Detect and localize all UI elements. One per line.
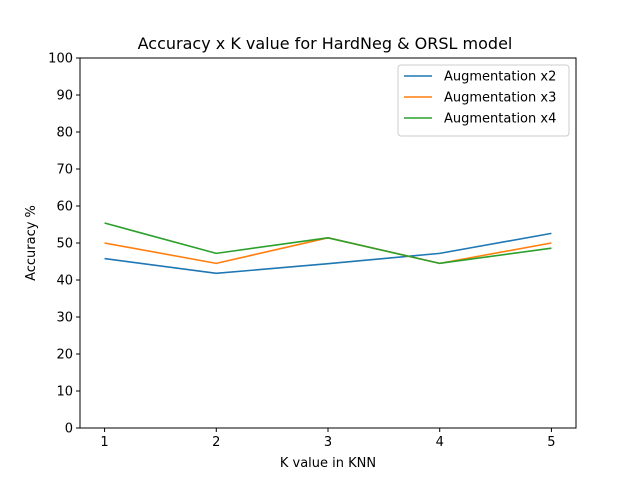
x-tick-label: 2 [212,435,220,450]
series-line-1 [104,232,552,275]
legend-frame [397,64,570,137]
y-tick-label: 10 [56,385,73,400]
series-lines [104,222,552,275]
y-tick-label: 60 [56,200,73,215]
legend: Augmentation x2 Augmentation x3 Augmentati… [397,64,570,137]
x-axis-label: K value in KNN [280,456,376,471]
y-tick-label: 80 [56,126,73,141]
y-axis: 0 10 20 30 40 50 60 70 80 90 100 [48,52,80,437]
y-tick-label: 20 [56,348,73,363]
x-tick-label: 3 [324,435,332,450]
x-tick-label: 5 [547,435,555,450]
legend-label: Augmentation x3 [444,91,556,106]
y-tick-label: 40 [56,274,73,289]
legend-label: Augmentation x2 [444,70,556,85]
chart-title: Accuracy x K value for HardNeg & ORSL mo… [138,34,513,53]
y-tick-label: 0 [65,422,73,437]
series-line-3 [104,222,552,265]
legend-label: Augmentation x4 [444,112,556,127]
y-tick-label: 90 [56,89,73,104]
x-tick-label: 1 [100,435,108,450]
y-tick-label: 100 [48,52,73,67]
x-tick-label: 4 [436,435,444,450]
y-tick-label: 50 [56,237,73,252]
y-axis-label: Accuracy % [24,205,39,281]
y-tick-label: 30 [56,311,73,326]
x-axis: 1 2 3 4 5 [100,428,556,450]
y-tick-label: 70 [56,163,73,178]
